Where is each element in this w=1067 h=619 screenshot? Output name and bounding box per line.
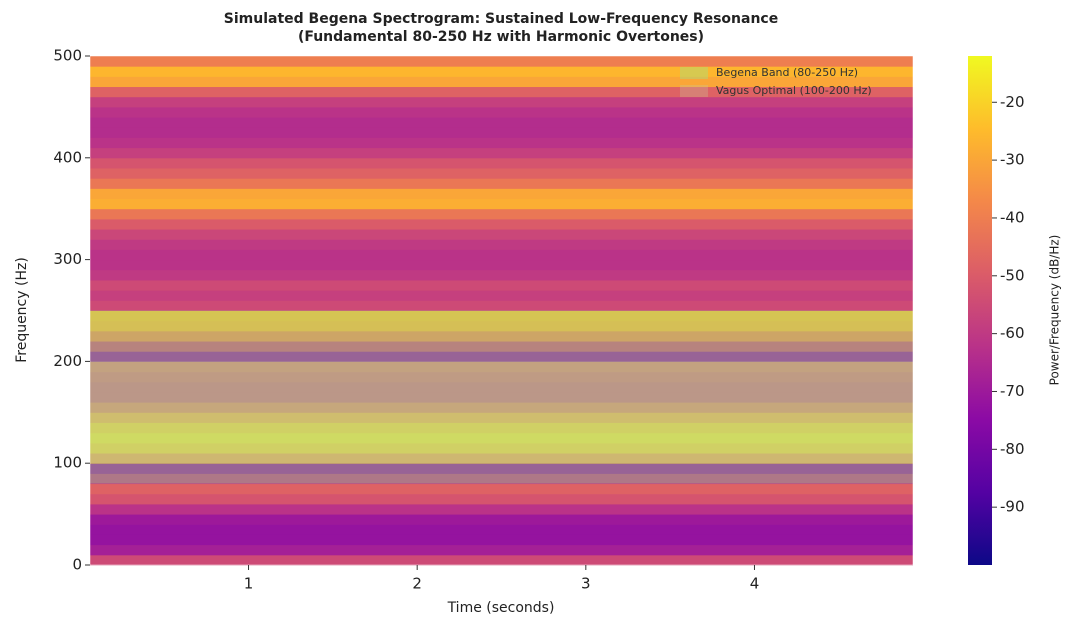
- spectrogram-cell: [90, 157, 913, 169]
- colorbar-tick-label: -70: [1000, 382, 1025, 400]
- spectrogram-cell: [90, 127, 913, 138]
- spectrogram-cell: [90, 86, 913, 98]
- spectrogram-cell: [90, 259, 913, 271]
- colorbar: [968, 56, 992, 565]
- spectrogram-cell: [90, 442, 913, 454]
- colorbar-tick-label: -30: [1000, 151, 1025, 169]
- spectrogram-cell: [90, 503, 913, 515]
- y-tick-label: 500: [53, 47, 82, 65]
- spectrogram-cell: [90, 330, 913, 342]
- spectrogram-cell: [90, 463, 913, 474]
- chart-title: Simulated Begena Spectrogram: Sustained …: [224, 11, 778, 27]
- spectrogram-cell: [90, 249, 913, 261]
- spectrogram-cell: [90, 381, 913, 393]
- y-axis-label: Frequency (Hz): [14, 257, 30, 363]
- y-tick-label: 300: [53, 250, 82, 268]
- spectrogram-cell: [90, 310, 913, 322]
- spectrogram-cell: [90, 117, 913, 128]
- spectrogram-cell: [90, 147, 913, 159]
- spectrogram-cell: [90, 137, 913, 149]
- plot-frame: [89, 55, 914, 566]
- spectrogram-cell: [90, 514, 913, 525]
- spectrogram-cell: [90, 391, 913, 403]
- x-tick-label: 1: [244, 575, 254, 593]
- shaded-band: [90, 361, 913, 464]
- x-axis-label: Time (seconds): [447, 600, 555, 616]
- legend-swatch: [680, 85, 708, 97]
- spectrogram-cell: [90, 279, 913, 291]
- spectrogram-cell: [90, 483, 913, 495]
- colorbar-label: Power/Frequency (dB/Hz): [1048, 235, 1062, 386]
- spectrogram-cell: [90, 290, 913, 301]
- spectrogram-cell: [90, 178, 913, 189]
- legend-swatch: [680, 67, 708, 79]
- spectrogram-cell: [90, 96, 913, 108]
- colorbar-tick-label: -60: [1000, 324, 1025, 342]
- spectrogram-cell: [90, 66, 913, 77]
- spectrogram-cell: [90, 544, 913, 556]
- x-tick-label: 2: [412, 575, 422, 593]
- spectrogram-cell: [90, 188, 913, 200]
- legend-label: Begena Band (80-250 Hz): [716, 66, 858, 79]
- spectrogram-cell: [90, 402, 913, 413]
- spectrogram-cell: [90, 534, 913, 546]
- spectrogram-cell: [90, 300, 913, 311]
- spectrogram-cell: [90, 412, 913, 423]
- spectrogram-cell: [90, 453, 913, 464]
- chart-subtitle: (Fundamental 80-250 Hz with Harmonic Ove…: [298, 29, 704, 45]
- spectrogram-cell: [90, 341, 913, 352]
- spectrogram-cell: [90, 218, 913, 230]
- x-tick-label: 4: [750, 575, 760, 593]
- spectrogram-cell: [90, 106, 913, 118]
- spectrogram-cell: [90, 493, 913, 505]
- spectrogram-cell: [90, 208, 913, 220]
- spectrogram-cell: [90, 239, 913, 250]
- colorbar-tick-label: -50: [1000, 266, 1025, 284]
- y-tick-label: 0: [72, 556, 82, 574]
- colorbar-tick-label: -90: [1000, 498, 1025, 516]
- legend-label: Vagus Optimal (100-200 Hz): [716, 84, 872, 97]
- spectrogram-cell: [90, 76, 913, 88]
- spectrogram-cell: [90, 269, 913, 281]
- spectrogram-cell: [90, 229, 913, 240]
- colorbar-tick-label: -20: [1000, 93, 1025, 111]
- spectrogram-cell: [90, 371, 913, 383]
- spectrogram-cell: [90, 198, 913, 210]
- y-tick-label: 200: [53, 352, 82, 370]
- spectrogram-cell: [90, 473, 913, 485]
- spectrogram-cell: [90, 422, 913, 434]
- y-tick-label: 100: [53, 454, 82, 472]
- spectrogram-cell: [90, 320, 913, 332]
- shaded-band: [90, 310, 913, 484]
- colorbar-tick-label: -80: [1000, 440, 1025, 458]
- x-tick-label: 3: [581, 575, 591, 593]
- spectrogram-cell: [90, 167, 913, 179]
- colorbar-tick-label: -40: [1000, 208, 1025, 226]
- spectrogram-cell: [90, 56, 913, 67]
- spectrogram-cell: [90, 554, 913, 566]
- spectrogram-cell: [90, 351, 913, 362]
- spectrogram-cell: [90, 524, 913, 535]
- y-tick-label: 400: [53, 148, 82, 166]
- spectrogram-cell: [90, 432, 913, 444]
- spectrogram-cell: [90, 361, 913, 373]
